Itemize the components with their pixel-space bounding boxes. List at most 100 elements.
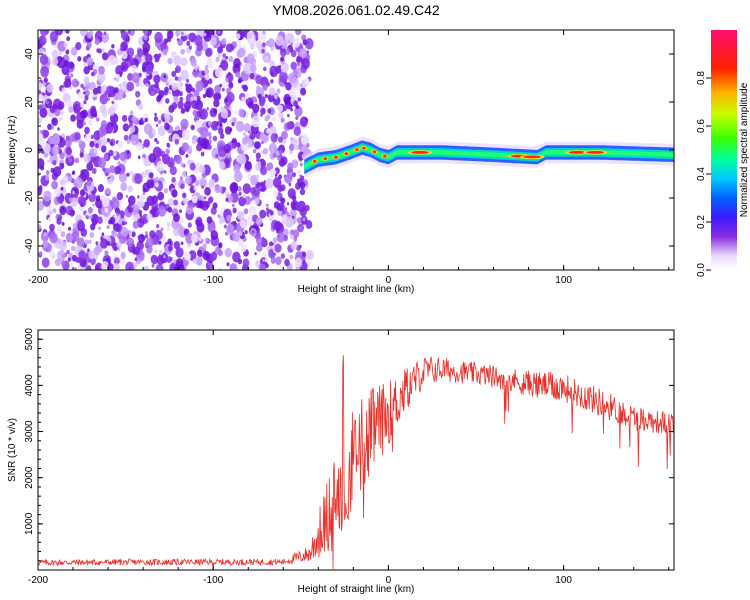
noise-blob [199, 165, 206, 174]
noise-blob [65, 99, 73, 109]
y-tick-label: 2000 [24, 466, 35, 489]
noise-blob [266, 114, 271, 120]
noise-blob [87, 119, 93, 126]
noise-blob [197, 66, 200, 70]
noise-blob [259, 209, 267, 219]
noise-blob [295, 116, 299, 120]
noise-blob [78, 139, 83, 144]
noise-blob [110, 248, 114, 253]
noise-blob [120, 251, 126, 259]
noise-blob [158, 249, 164, 256]
noise-blob [83, 76, 90, 84]
noise-blob [52, 160, 57, 166]
noise-blob [173, 95, 179, 104]
colorbar-gradient [711, 30, 737, 270]
noise-blob [260, 165, 268, 176]
noise-blob [49, 232, 58, 244]
signal-hotspot [383, 154, 387, 158]
noise-blob [80, 83, 84, 89]
noise-blob [297, 178, 300, 183]
noise-blob [111, 44, 115, 49]
noise-blob [238, 196, 247, 207]
noise-blob [173, 259, 177, 264]
noise-blob [84, 239, 90, 245]
noise-blob [233, 117, 237, 122]
noise-blob [287, 162, 294, 171]
colorbar-tick-label: 0.0 [696, 263, 707, 277]
noise-blob [301, 58, 311, 70]
noise-blob [225, 56, 228, 60]
noise-blob [86, 56, 94, 66]
noise-blob [270, 133, 278, 143]
noise-blob [112, 196, 117, 203]
noise-blob [132, 199, 135, 203]
noise-blob [88, 214, 93, 220]
noise-blob [114, 257, 120, 265]
noise-blob [88, 250, 96, 260]
noise-blob [243, 132, 246, 136]
noise-blob [67, 226, 72, 231]
noise-blob [150, 254, 159, 265]
noise-blob [163, 74, 167, 79]
noise-blob [138, 233, 145, 243]
noise-blob [233, 58, 241, 68]
noise-blob [59, 162, 65, 170]
noise-blob [82, 121, 86, 126]
noise-blob [121, 221, 126, 226]
noise-blob [278, 111, 284, 119]
noise-blob [106, 225, 110, 230]
noise-blob [277, 202, 285, 212]
noise-blob [284, 258, 290, 267]
snr-plot-area [38, 355, 674, 570]
noise-blob [66, 36, 71, 42]
noise-blob [125, 194, 129, 198]
noise-blob [104, 90, 108, 96]
noise-blob [74, 157, 80, 164]
noise-blob [285, 32, 294, 45]
noise-blob [285, 82, 292, 91]
noise-blob [137, 155, 141, 160]
noise-blob [191, 195, 198, 204]
noise-blob [126, 81, 135, 92]
noise-blob [290, 49, 297, 58]
noise-blob [201, 171, 207, 179]
noise-blob [156, 160, 165, 172]
y-tick-label: -40 [24, 238, 35, 253]
noise-blob [269, 210, 274, 216]
noise-blob [83, 100, 87, 105]
noise-blob [243, 62, 253, 75]
noise-blob [242, 84, 248, 92]
noise-blob [107, 177, 113, 185]
noise-blob [285, 216, 294, 228]
noise-blob [180, 48, 185, 55]
noise-blob [126, 150, 130, 155]
noise-blob [105, 187, 111, 195]
noise-blob [299, 181, 306, 189]
noise-blob [60, 186, 64, 191]
noise-blob [173, 266, 178, 270]
noise-blob [175, 247, 184, 258]
noise-blob [238, 153, 247, 165]
colorbar-axes: 0.0 0.2 0.4 0.6 0.8 [696, 71, 711, 277]
spectrogram-plot-area [38, 30, 674, 270]
noise-blob [145, 53, 153, 64]
x-tick-label: 0 [386, 275, 392, 286]
noise-blob [195, 216, 203, 225]
noise-blob [202, 250, 210, 261]
noise-blob [209, 36, 217, 46]
noise-blob [47, 159, 50, 163]
noise-blob [80, 202, 84, 208]
noise-blob [277, 154, 282, 161]
noise-blob [88, 239, 92, 244]
noise-blob [299, 47, 307, 59]
noise-blob [43, 77, 48, 83]
noise-blob [50, 125, 54, 130]
noise-blob [286, 202, 290, 206]
noise-blob [268, 142, 278, 154]
noise-blob [86, 41, 92, 49]
noise-blob [155, 123, 159, 127]
noise-blob [142, 30, 149, 35]
noise-blob [100, 238, 109, 249]
noise-blob [164, 114, 171, 122]
